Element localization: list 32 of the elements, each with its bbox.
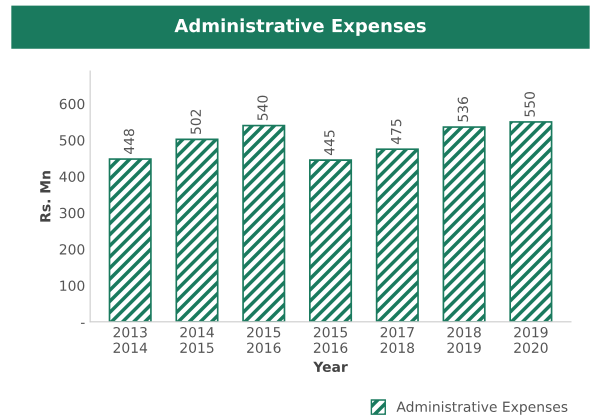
data-label: 536: [458, 97, 468, 122]
data-label: 475: [391, 120, 402, 144]
data-label: 540: [257, 96, 268, 120]
x-tick-label: 2018 2019: [447, 326, 481, 354]
chart-title: Administrative Expenses: [174, 18, 426, 36]
data-label: 550: [524, 92, 535, 117]
data-label: 502: [190, 110, 202, 134]
bar: [442, 126, 486, 322]
y-tick-label: 200: [60, 244, 84, 255]
y-axis-title: Rs. Mn: [40, 171, 51, 222]
y-tick-label: 100: [60, 280, 84, 291]
x-tick-label: 2015 2016: [247, 326, 281, 354]
x-tick-label: 2013 2014: [114, 326, 148, 354]
data-label: 445: [324, 130, 335, 156]
bar: [509, 121, 552, 322]
bar: [376, 148, 419, 322]
legend-label: Administrative Expenses: [396, 401, 568, 415]
y-tick-label: 300: [60, 208, 84, 218]
x-tick-label: 2015 2016: [314, 326, 348, 354]
y-tick-label: 500: [60, 135, 84, 146]
bar: [108, 158, 152, 322]
x-tick-label: 2017 2018: [380, 326, 414, 354]
y-tick-label: 400: [59, 171, 84, 182]
data-label: 448: [124, 129, 134, 154]
bar: [175, 138, 219, 322]
bar: [309, 159, 352, 322]
x-tick-label: 2019 2020: [514, 326, 548, 354]
x-tick-label: 2014 2015: [180, 326, 214, 354]
y-tick-label: 600: [60, 98, 84, 110]
y-tick-label: -: [80, 322, 85, 324]
x-axis-title: Year: [313, 362, 348, 372]
bar: [242, 124, 286, 322]
